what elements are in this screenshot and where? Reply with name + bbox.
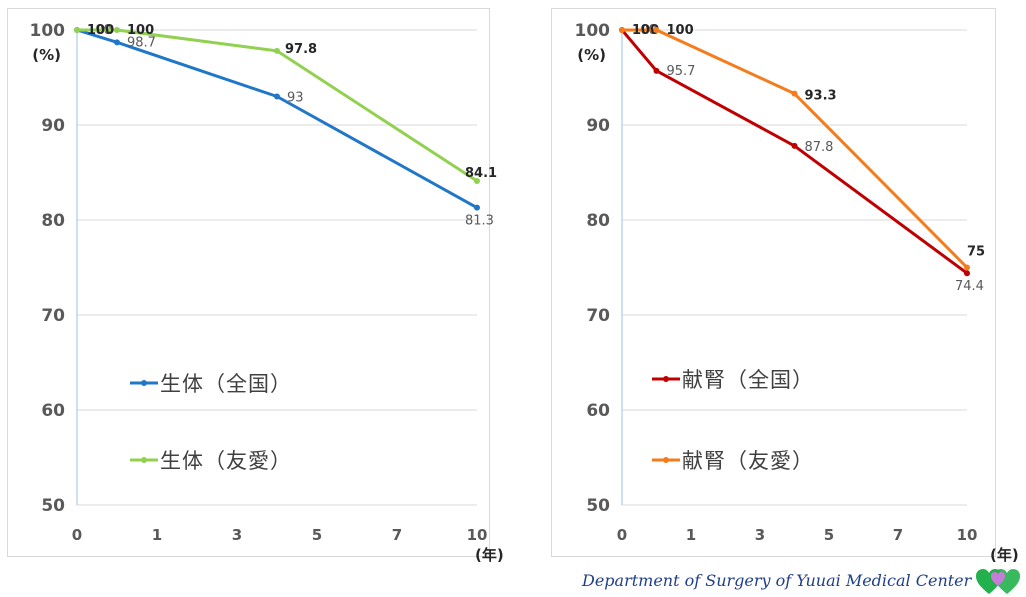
y-axis-label: (%) (577, 46, 606, 64)
data-label: 100 (667, 23, 694, 38)
legend-marker (663, 457, 669, 463)
y-tick-label: 90 (41, 116, 65, 136)
data-point (474, 178, 480, 185)
data-point (791, 142, 798, 149)
data-point (274, 93, 280, 100)
x-tick-label: 3 (755, 526, 765, 544)
y-tick-label: 50 (41, 496, 65, 516)
legend-marker (663, 376, 669, 382)
chart-1: 100 90 80 70 60 50 (%) 0 1 3 5 7 10 (年) 100 95.7 87.8 74.… (575, 21, 1019, 564)
x-tick-label: 1 (686, 526, 696, 544)
data-label: 87.8 (805, 140, 834, 155)
x-tick-label: 5 (824, 526, 834, 544)
data-point (274, 47, 280, 54)
y-tick-label: 50 (586, 496, 610, 516)
y-axis-label: (%) (32, 46, 61, 64)
data-label: 93 (287, 91, 304, 106)
data-label: 100 (127, 23, 154, 38)
x-tick-label: 0 (617, 526, 627, 544)
data-label: 97.8 (285, 42, 317, 57)
data-point (653, 67, 660, 74)
legend-item: 生体（全国） (130, 372, 292, 396)
data-label: 98.7 (127, 35, 156, 50)
y-tick-label: 100 (30, 21, 66, 41)
data-point (474, 204, 480, 211)
legend-item: 献腎（友愛） (652, 449, 814, 473)
x-axis-label: (年) (990, 546, 1019, 564)
y-tick-label: 90 (586, 116, 610, 136)
data-point (791, 90, 798, 97)
data-label: 81.3 (465, 214, 494, 229)
legend-label: 生体（友愛） (160, 449, 292, 473)
y-tick-label: 100 (575, 21, 611, 41)
series-line (77, 28, 478, 183)
legend-marker (141, 380, 147, 386)
data-label: 95.7 (667, 64, 696, 79)
heart-logo-icon (976, 569, 1020, 594)
data-point (74, 27, 80, 33)
x-tick-label: 7 (392, 526, 402, 544)
data-label: 75 (967, 245, 985, 260)
data-point (653, 27, 660, 33)
series-1: 100 100 93.3 75 (619, 23, 985, 271)
series-1: 100 100 97.8 84.1 (74, 23, 497, 185)
data-point (114, 39, 120, 46)
series-line (620, 29, 968, 275)
x-axis-label: (年) (475, 546, 504, 564)
y-tick-label: 70 (41, 306, 65, 326)
data-point (964, 264, 970, 271)
x-tick-label: 3 (232, 526, 242, 544)
legend-label: 献腎（友愛） (682, 449, 814, 473)
footer-text: Department of Surgery of Yuuai Medical C… (582, 571, 972, 590)
legend-item: 生体（友愛） (130, 449, 292, 473)
data-label: 100 (87, 23, 114, 38)
data-label: 84.1 (465, 166, 497, 181)
legend-label: 献腎（全国） (682, 368, 814, 392)
footer-credit: Department of Surgery of Yuuai Medical C… (582, 571, 971, 590)
x-tick-label: 0 (72, 526, 82, 544)
data-point (964, 270, 970, 277)
x-tick-label: 7 (893, 526, 903, 544)
data-point (619, 27, 625, 33)
series-line (622, 28, 969, 269)
data-label: 93.3 (805, 89, 837, 104)
legend-label: 生体（全国） (160, 372, 292, 396)
y-tick-label: 80 (586, 211, 610, 231)
x-tick-label: 5 (312, 526, 322, 544)
data-point (114, 27, 120, 33)
y-tick-label: 60 (41, 401, 65, 421)
legend-item: 献腎（全国） (652, 368, 814, 392)
chart-panel-living (7, 8, 490, 557)
x-tick-label: 10 (467, 526, 488, 544)
series-0: 100 95.7 87.8 74.4 (619, 23, 984, 294)
chart-panel-deceased (551, 8, 996, 557)
y-tick-label: 80 (41, 211, 65, 231)
data-label: 100 (632, 23, 659, 38)
x-tick-label: 1 (152, 526, 162, 544)
legend-marker (141, 457, 147, 463)
data-label: 74.4 (955, 279, 984, 294)
series-line (76, 28, 478, 209)
y-tick-label: 60 (586, 401, 610, 421)
y-tick-label: 70 (586, 306, 610, 326)
x-tick-label: 10 (957, 526, 978, 544)
